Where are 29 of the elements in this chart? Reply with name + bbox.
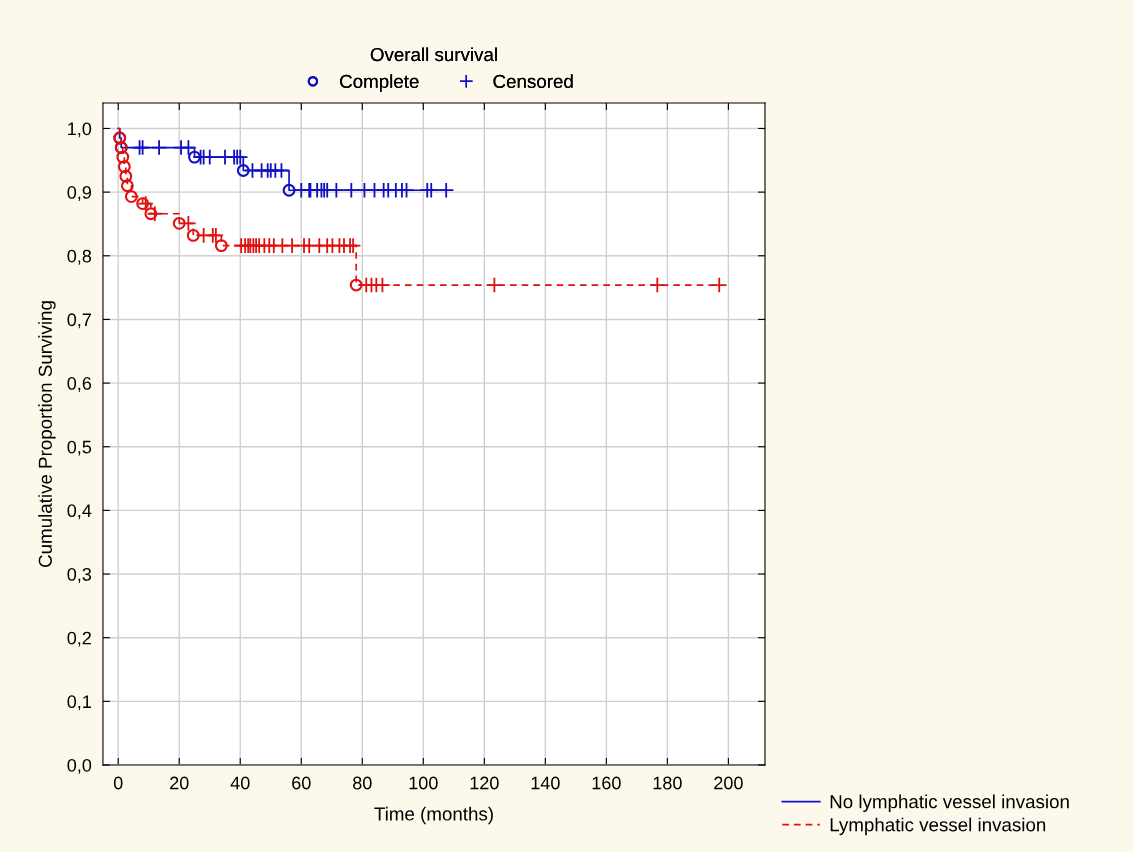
x-tick-label: 200	[714, 776, 743, 790]
x-tick-label: 80	[353, 776, 372, 790]
y-tick-label: 0,9	[67, 186, 91, 201]
legend-label: No lymphatic vessel invasion	[830, 794, 1069, 813]
y-tick-label: 0,2	[67, 631, 91, 647]
y-tick-label: 1,0	[68, 122, 92, 138]
legend-label: Censored	[493, 74, 573, 89]
y-tick-label: 0,5	[67, 440, 92, 456]
x-tick-label: 40	[230, 776, 250, 790]
y-tick-label: 0,6	[67, 377, 92, 392]
y-tick-label: 0,0	[67, 758, 92, 774]
y-tick-label: 0,8	[67, 249, 92, 265]
y-tick-label: 0,1	[67, 695, 91, 711]
x-axis-title: Time (months)	[374, 806, 493, 825]
x-tick-label: 60	[292, 776, 311, 790]
x-tick-label: 180	[653, 776, 682, 790]
x-tick-label: 120	[470, 776, 499, 790]
legend-label: Lymphatic vessel invasion	[830, 817, 1046, 836]
x-tick-label: 0	[113, 776, 123, 790]
y-tick-label: 0,3	[67, 567, 92, 583]
x-tick-label: 160	[592, 776, 621, 790]
y-tick-label: 0,4	[67, 504, 92, 520]
legend-title: Overall survival	[370, 47, 497, 62]
x-tick-label: 20	[170, 776, 189, 790]
y-axis-title: Cumulative Proportion Surviving	[38, 301, 56, 567]
y-tick-label: 0,7	[67, 313, 91, 329]
x-tick-label: 100	[409, 776, 438, 790]
x-tick-label: 140	[531, 776, 560, 790]
legend-label: Complete	[340, 74, 419, 92]
